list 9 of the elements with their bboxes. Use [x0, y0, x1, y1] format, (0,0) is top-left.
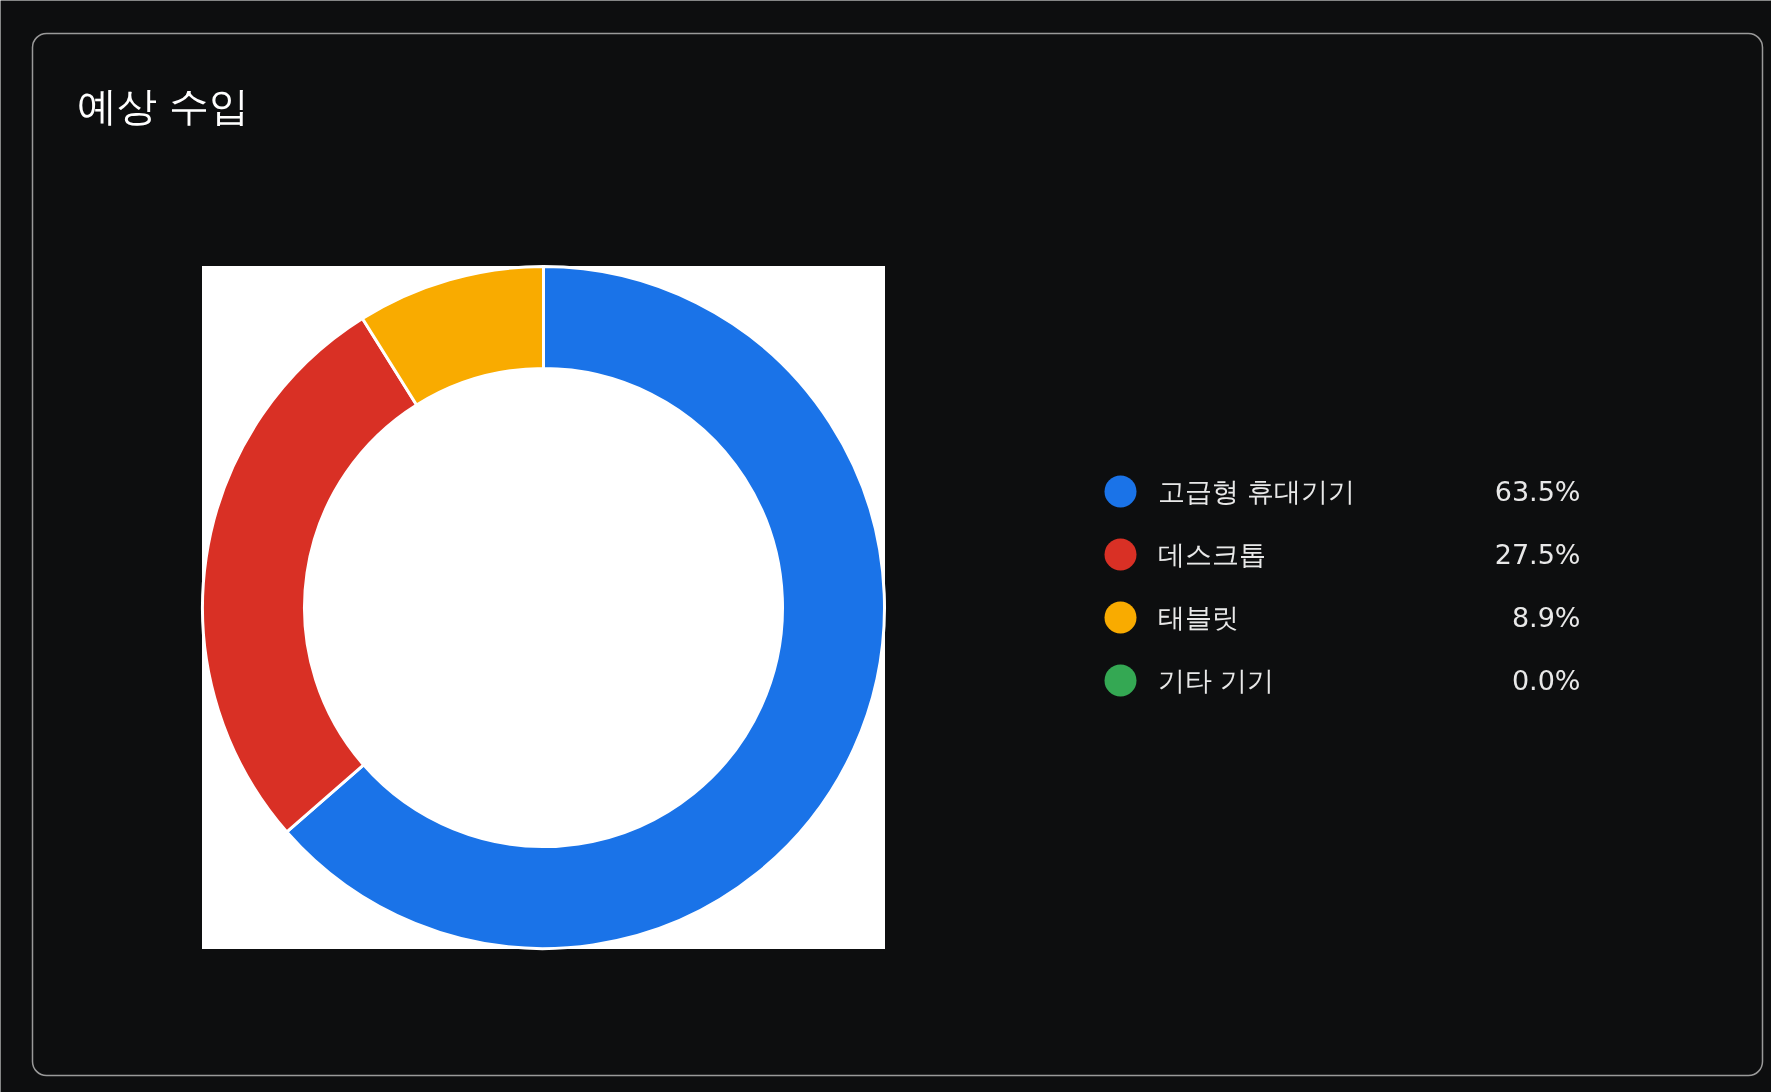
chart-title: 예상 수입	[76, 82, 250, 129]
data-label: 27.5%	[1494, 539, 1581, 570]
legend-label: 기타 기기	[1157, 665, 1275, 696]
legend-label: 고급형 휴대기기	[1157, 476, 1356, 507]
data-label: 63.5%	[1494, 476, 1581, 507]
text: 0.0%	[1511, 665, 1581, 696]
legend-label: 태블릿	[1157, 602, 1239, 633]
data-label: 8.9%	[1511, 602, 1581, 633]
legend-label: 데스크톱	[1157, 539, 1266, 570]
